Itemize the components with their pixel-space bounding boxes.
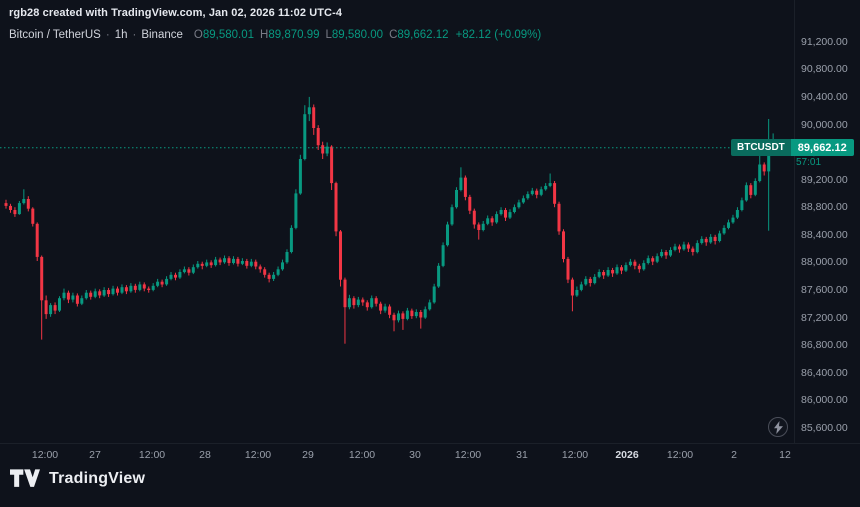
price-axis-label: 91,200.00 (801, 35, 848, 48)
price-axis-label: 86,400.00 (801, 366, 848, 379)
bar-countdown: 57:01 (796, 156, 822, 168)
time-axis-label: 12 (779, 449, 791, 461)
legend-ohlc: O89,580.01 H89,870.99 L89,580.00 C89,662… (194, 29, 449, 41)
price-axis-label: 90,000.00 (801, 118, 848, 131)
time-axis-label: 12:00 (138, 449, 166, 461)
price-axis-label: 86,000.00 (801, 394, 848, 407)
time-axis-label: 30 (409, 449, 421, 461)
boost-button[interactable] (768, 417, 788, 437)
price-axis-label: 90,800.00 (801, 63, 848, 76)
legend-low: L89,580.00 (325, 29, 384, 41)
price-axis-label: 88,800.00 (801, 201, 848, 214)
chart-legend: Bitcoin / TetherUS · 1h · Binance O89,58… (9, 29, 541, 41)
last-price-value: 89,662.12 (790, 139, 854, 157)
time-axis-label: 2 (731, 449, 737, 461)
time-axis-label: 12:00 (561, 449, 589, 461)
legend-exchange[interactable]: Binance (141, 29, 183, 41)
legend-high: H89,870.99 (260, 29, 320, 41)
time-axis-label: 29 (302, 449, 314, 461)
tradingview-logo[interactable]: TradingView (10, 468, 145, 489)
candlestick-chart[interactable] (0, 0, 794, 443)
time-axis-label: 12:00 (348, 449, 376, 461)
time-axis-label: 12:00 (31, 449, 59, 461)
price-axis-label: 86,800.00 (801, 339, 848, 352)
price-axis-label: 87,600.00 (801, 283, 848, 296)
last-price-label[interactable]: BTCUSDT 89,662.12 (731, 139, 854, 157)
legend-separator: · (105, 29, 110, 41)
legend-interval[interactable]: 1h (114, 29, 128, 41)
price-axis-label: 89,200.00 (801, 173, 848, 186)
tradingview-logo-text: TradingView (49, 469, 146, 487)
legend-symbol[interactable]: Bitcoin / TetherUS (9, 29, 101, 41)
chart-attribution: rgb28 created with TradingView.com, Jan … (9, 7, 343, 19)
price-axis-label: 88,000.00 (801, 256, 848, 269)
legend-open: O89,580.01 (193, 29, 255, 41)
legend-change: +82.12 (+0.09%) (455, 29, 542, 41)
time-axis-label: 28 (199, 449, 211, 461)
time-axis-label: 31 (516, 449, 528, 461)
price-axis-label: 90,400.00 (801, 90, 848, 103)
legend-close: C89,662.12 (389, 29, 449, 41)
time-axis-label: 12:00 (454, 449, 482, 461)
tradingview-logo-icon (10, 469, 40, 487)
price-axis[interactable]: 91,200.0090,800.0090,400.0090,000.0089,6… (794, 0, 860, 443)
time-axis-label: 27 (89, 449, 101, 461)
time-axis[interactable]: 12:00 27 12:00 28 12:00 29 12:00 30 12:00 31 12:00… (0, 443, 860, 467)
time-axis-label: 12:00 (666, 449, 694, 461)
lightning-icon (773, 420, 783, 434)
price-axis-label: 87,200.00 (801, 311, 848, 324)
last-price-symbol: BTCUSDT (731, 139, 791, 157)
time-axis-label: 2026 (615, 449, 639, 461)
price-axis-label: 88,400.00 (801, 228, 848, 241)
time-axis-label: 12:00 (244, 449, 272, 461)
price-axis-label: 85,600.00 (801, 421, 848, 434)
legend-separator: · (132, 29, 137, 41)
